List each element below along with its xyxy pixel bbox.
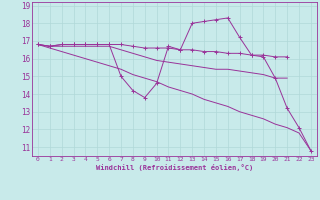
- X-axis label: Windchill (Refroidissement éolien,°C): Windchill (Refroidissement éolien,°C): [96, 164, 253, 171]
